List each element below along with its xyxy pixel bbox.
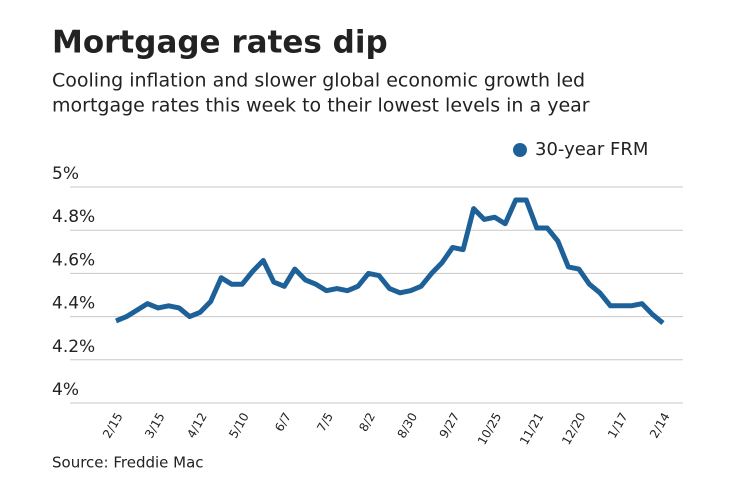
x-tick-label: 10/25 <box>475 410 504 447</box>
chart-title: Mortgage rates dip <box>52 25 388 61</box>
x-tick-label: 5/10 <box>226 410 252 440</box>
chart-subtitle: mortgage rates this week to their lowest… <box>52 95 590 117</box>
y-tick-label: 4.4% <box>52 294 95 314</box>
y-tick-label: 4.8% <box>52 207 95 227</box>
y-tick-label: 4.6% <box>52 250 95 270</box>
x-tick-label: 12/20 <box>559 410 588 447</box>
x-tick-label: 8/30 <box>395 410 421 440</box>
x-tick-label: 9/27 <box>437 410 463 440</box>
series-line <box>115 197 665 326</box>
x-tick-label: 2/15 <box>100 410 126 440</box>
y-tick-label: 5% <box>52 164 79 184</box>
x-tick-label: 6/7 <box>272 410 294 434</box>
x-tick-label: 3/15 <box>142 410 168 440</box>
x-tick-label: 4/12 <box>184 410 210 440</box>
legend-marker <box>513 143 527 157</box>
x-tick-label: 7/5 <box>314 410 336 434</box>
y-tick-label: 4% <box>52 380 79 400</box>
x-tick-label: 1/17 <box>605 410 631 440</box>
y-tick-label: 4.2% <box>52 337 95 357</box>
source-note: Source: Freddie Mac <box>52 454 204 472</box>
chart-subtitle: Cooling inflation and slower global econ… <box>52 70 585 92</box>
legend-label: 30-year FRM <box>535 139 648 160</box>
x-tick-label: 8/2 <box>356 410 378 434</box>
x-tick-label: 2/14 <box>647 410 673 440</box>
x-tick-label: 11/21 <box>517 410 546 447</box>
